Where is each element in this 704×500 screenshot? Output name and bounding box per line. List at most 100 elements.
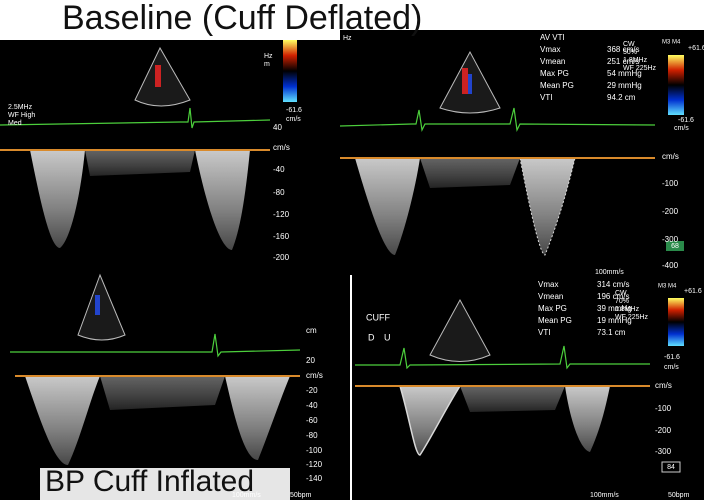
sector (77, 273, 126, 341)
measurement-value: 314 cm/s (597, 280, 629, 289)
color-scale: +61.6 (283, 31, 301, 38)
setting: 70% (615, 298, 629, 305)
setting: WF 225Hz (623, 65, 657, 72)
measurement-value: 196 cm/s (597, 292, 629, 301)
spectrum (355, 158, 420, 255)
echo-sectors (77, 46, 501, 362)
sector (134, 46, 191, 107)
measurement-name: VTI (538, 328, 550, 337)
measurement-name: Vmax (538, 280, 558, 289)
spectrum (460, 386, 565, 412)
measurement-name: Mean PG (538, 316, 572, 325)
spectrum (25, 376, 100, 465)
doppler-spectra (25, 150, 610, 465)
setting: WF 225Hz (615, 314, 649, 321)
ecg-traces (0, 107, 656, 370)
subtitle: BP Cuff Inflated (45, 465, 254, 498)
scale-label: -100 (662, 179, 679, 188)
color-scale: +61.6 (688, 45, 704, 52)
scale-label: -140 (306, 474, 323, 483)
measurement-title: AV VTI (540, 33, 565, 42)
color-bar (668, 298, 684, 346)
scale-label: -400 (662, 261, 679, 270)
measurement-value: 19 mmHg (597, 316, 632, 325)
color-bar (668, 55, 684, 115)
flow (95, 295, 100, 315)
setting: 50% (623, 49, 637, 56)
measurement-value: 73.1 cm (597, 328, 626, 337)
measurement-name: Vmax (540, 45, 560, 54)
spectrum (100, 376, 225, 410)
sector (429, 298, 491, 362)
scale-label: -120 (273, 210, 290, 219)
flow (468, 74, 472, 94)
scale-label: -40 (273, 165, 285, 174)
measurement-name: Max PG (540, 69, 569, 78)
scale-label: cm (306, 326, 317, 335)
scale-label: cm/s (662, 152, 679, 161)
scale-label: cm/s (306, 371, 323, 380)
scale-label: -300 (662, 235, 679, 244)
scale-label: cm/s (655, 381, 672, 390)
color-flow (95, 65, 472, 315)
setting: CW (623, 41, 635, 48)
measurement-name: Vmean (538, 292, 563, 301)
scale-label: 40 (273, 123, 282, 132)
spectrum (420, 158, 520, 188)
color-scale: cm/s (674, 125, 689, 132)
measurement-value: 39 mmHg (597, 304, 632, 313)
color-scale: M3 M4 (662, 40, 681, 46)
spectrum (519, 157, 576, 256)
scale-label: -160 (273, 232, 290, 241)
color-scale: cm/s (664, 364, 679, 371)
measurement-name: Mean PG (540, 81, 574, 90)
setting: 1.8MHz (615, 306, 640, 313)
sweep: 100mm/s (595, 269, 624, 276)
heart-rate: 68 (671, 243, 679, 250)
scale-label: -120 (306, 460, 323, 469)
spectrum (195, 150, 250, 250)
measurement-value: 94.2 cm (607, 93, 636, 102)
spectrum (225, 376, 290, 460)
color-scale: -61.6 (678, 117, 694, 124)
spectrum (30, 150, 85, 248)
label: Med (8, 120, 22, 127)
color-scale: -61.6 (664, 354, 680, 361)
label: WF High (8, 112, 35, 119)
scale-label: -100 (306, 446, 323, 455)
flow (155, 65, 161, 87)
color-scale: -61.6 (286, 107, 302, 114)
scale-label: -20 (306, 386, 318, 395)
title: Baseline (Cuff Deflated) (62, 0, 422, 37)
scale-label: -80 (273, 188, 285, 197)
scale-label: -40 (306, 401, 318, 410)
scale-label: -80 (306, 431, 318, 440)
color-scale: cm/s (286, 116, 301, 123)
scale-label: -200 (662, 207, 679, 216)
ecg (0, 107, 271, 129)
color-scale: m (264, 61, 270, 68)
flow (462, 68, 468, 94)
color-scale: M3 M4 (658, 284, 677, 290)
setting: CW (615, 290, 627, 297)
measurement-value: 251 cm/s (607, 57, 639, 66)
caption-bg (40, 468, 290, 500)
ecg (339, 107, 656, 133)
baselines (0, 149, 655, 387)
marker: U (384, 332, 391, 342)
hr-box (666, 241, 684, 251)
ecg (10, 333, 301, 358)
spectrum (398, 385, 462, 456)
measurement-value: 368 cm/s (607, 45, 639, 54)
marker: D (368, 332, 375, 342)
measurement-name: Max PG (538, 304, 567, 313)
scale-label: -200 (273, 253, 290, 262)
scale-label: -100 (655, 404, 672, 413)
measurement-value: 29 mmHg (607, 81, 642, 90)
annotation: CUFF (366, 312, 390, 322)
measurement-name: VTI (540, 93, 552, 102)
label: Hz (343, 35, 352, 42)
scale-label: -200 (655, 426, 672, 435)
